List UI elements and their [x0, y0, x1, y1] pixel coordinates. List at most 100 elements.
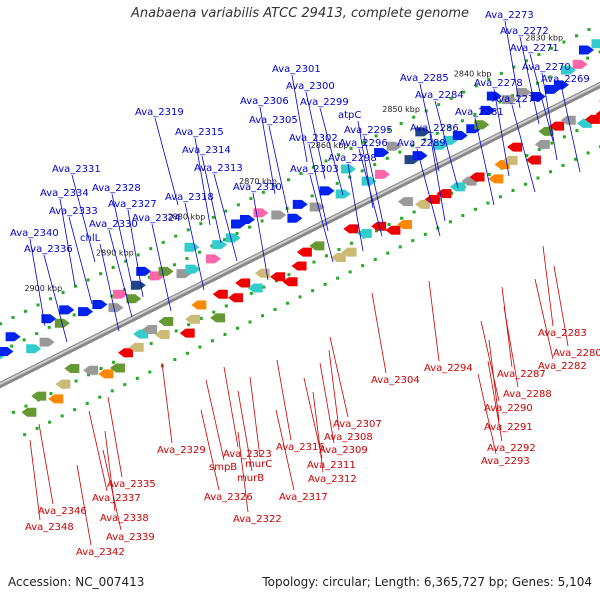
- gene-label-bottom: Ava_2311: [307, 460, 356, 471]
- tick-mark: [24, 404, 28, 408]
- leader-line-bottom: [29, 439, 41, 521]
- gene-label-bottom: Ava_2288: [503, 389, 552, 400]
- gene-top-strand: [78, 307, 94, 317]
- tick-mark: [337, 248, 341, 252]
- gene-top-strand: [561, 65, 577, 75]
- leader-line-bottom: [503, 306, 519, 388]
- gene-label-top: Ava_2300: [286, 81, 335, 92]
- leader-line-bottom: [303, 377, 323, 459]
- leader-line-bottom: [161, 362, 173, 444]
- gene-bottom-strand: [309, 241, 325, 251]
- leader-line-bottom: [542, 245, 554, 327]
- leader-line-top: [213, 173, 238, 262]
- tick-mark: [361, 264, 365, 268]
- tick-mark: [23, 309, 27, 313]
- gene-bottom-strand: [48, 394, 64, 404]
- tick-mark: [385, 156, 389, 160]
- tick-mark: [87, 373, 91, 377]
- gene-label-top: Ava_2310: [233, 182, 282, 193]
- gene-top-strand: [374, 147, 390, 157]
- leader-line-bottom: [237, 390, 253, 472]
- tick-mark: [375, 229, 379, 233]
- tick-mark: [110, 294, 114, 298]
- leader-line-bottom: [534, 278, 554, 360]
- gene-top-strand: [319, 186, 335, 196]
- leader-line-top: [511, 104, 536, 193]
- gene-top-strand: [158, 266, 174, 276]
- tick-mark: [74, 379, 78, 383]
- leader-line-top: [59, 198, 76, 287]
- tick-mark: [99, 367, 103, 371]
- leader-line-top: [68, 216, 93, 305]
- leader-line-top: [560, 84, 581, 173]
- gene-label-top: Ava_2271: [510, 43, 559, 54]
- gene-label-top: Ava_2278: [474, 78, 523, 89]
- tick-mark: [549, 46, 553, 50]
- gene-top-strand: [412, 151, 428, 161]
- gene-bottom-strand: [584, 114, 600, 124]
- gene-bottom-strand: [21, 407, 37, 417]
- leader-line-bottom: [553, 265, 569, 347]
- tick-mark: [412, 210, 416, 214]
- gene-label-bottom: Ava_2326: [204, 492, 253, 503]
- tick-mark: [210, 244, 214, 248]
- gene-bottom-strand: [235, 278, 251, 288]
- tick-mark: [448, 220, 452, 224]
- gene-bottom-strand: [371, 221, 387, 231]
- tick-mark: [349, 146, 353, 150]
- tick-mark: [412, 115, 416, 119]
- tick-mark: [423, 232, 427, 236]
- leader-line-bottom: [276, 359, 292, 441]
- gene-top-strand: [271, 210, 287, 220]
- gene-top-strand: [386, 141, 402, 151]
- leader-line-bottom: [328, 349, 340, 431]
- gene-bottom-strand: [247, 283, 263, 293]
- gene-bottom-strand: [291, 261, 307, 271]
- leader-line-top: [99, 243, 120, 332]
- gene-bottom-strand: [133, 329, 149, 339]
- gene-bottom-strand: [191, 300, 207, 310]
- gene-top-strand: [292, 199, 308, 209]
- scale-label: 2900 kbp: [24, 284, 62, 293]
- tick-mark: [74, 284, 78, 288]
- gene-top-strand: [578, 45, 594, 55]
- gene-label-bottom: Ava_2280: [553, 348, 600, 359]
- tick-mark: [312, 260, 316, 264]
- tick-mark: [450, 191, 454, 195]
- tick-mark: [360, 169, 364, 173]
- topology-label: Topology: circular; Length: 6,365,727 bp…: [262, 575, 592, 589]
- tick-mark: [511, 94, 515, 98]
- genome-backbone-highlight: [0, 82, 600, 386]
- tick-mark: [173, 358, 177, 362]
- gene-bottom-strand: [534, 139, 550, 149]
- tick-mark: [524, 59, 528, 63]
- tick-mark: [411, 239, 415, 243]
- gene-bottom-strand: [488, 174, 504, 184]
- leader-line-bottom: [237, 431, 249, 513]
- gene-label-top: Ava_2334: [40, 188, 89, 199]
- gene-label-bottom: Ava_2283: [538, 328, 587, 339]
- gene-label-bottom: Ava_2309: [319, 445, 368, 456]
- gene-label-bottom: Ava_2292: [487, 443, 536, 454]
- gene-bottom-strand: [525, 155, 541, 165]
- gene-bottom-strand: [228, 293, 244, 303]
- tick-mark: [448, 125, 452, 129]
- tick-mark: [499, 71, 503, 75]
- scale-label: 2850 kbp: [382, 105, 420, 114]
- tick-mark: [586, 56, 590, 60]
- tick-mark: [348, 270, 352, 274]
- tick-mark: [423, 138, 427, 142]
- tick-mark: [398, 245, 402, 249]
- tick-mark: [99, 272, 103, 276]
- gene-label-top: Ava_2327: [108, 199, 157, 210]
- tick-mark: [174, 234, 178, 238]
- gene-label-top: Ava_2273: [485, 10, 534, 21]
- gene-top-strand: [41, 314, 57, 324]
- leader-line-top: [504, 20, 521, 109]
- tick-mark: [186, 228, 190, 232]
- map-title: Anabaena variabilis ATCC 29413, complete…: [131, 6, 469, 21]
- gene-label-bottom: Ava_2291: [484, 422, 533, 433]
- gene-bottom-strand: [385, 225, 401, 235]
- tick-mark: [198, 345, 202, 349]
